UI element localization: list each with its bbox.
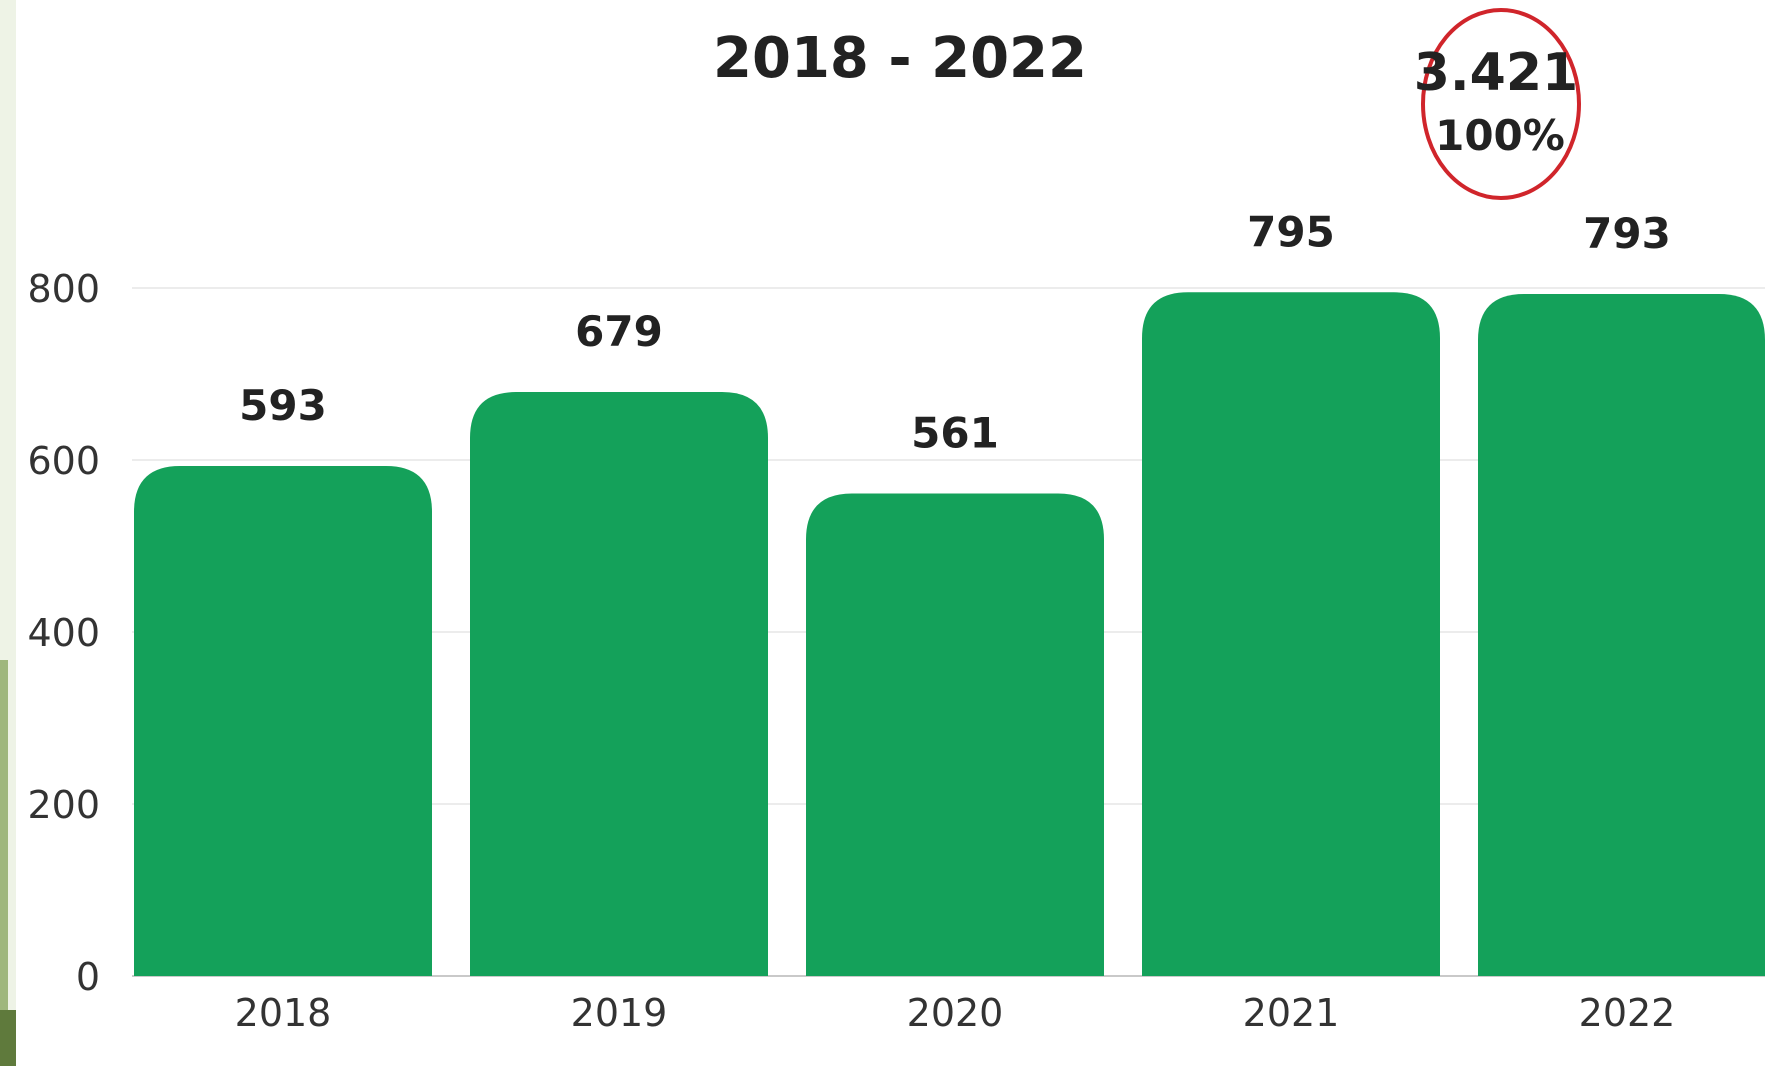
- total-annotation: 3.421 100%: [1414, 8, 1581, 200]
- x-tick-label-2020: 2020: [907, 991, 1004, 1035]
- data-label-2018: 593: [239, 381, 327, 430]
- data-label-2019: 679: [575, 307, 663, 356]
- bar-2019: [470, 392, 768, 976]
- y-tick-label: 200: [27, 783, 100, 827]
- data-label-2022: 793: [1583, 209, 1671, 258]
- annotation-circle: [1421, 8, 1581, 200]
- y-tick-label: 600: [27, 439, 100, 483]
- annotation-percent: 100%: [1435, 111, 1565, 160]
- y-axis-tick-labels: 0 200 400 600 800: [27, 267, 100, 999]
- bar-2020: [806, 493, 1104, 976]
- y-tick-label: 400: [27, 611, 100, 655]
- left-edge-decoration: [0, 0, 16, 1066]
- bar-2021: [1142, 292, 1440, 976]
- x-axis-tick-labels: 2018 2019 2020 2021 2022: [235, 991, 1676, 1035]
- bar-data-labels: 593 679 561 795 793: [239, 207, 1671, 457]
- annotation-total: 3.421: [1414, 43, 1578, 103]
- data-label-2021: 795: [1247, 207, 1335, 256]
- chart-title: 2018 - 2022: [713, 26, 1087, 91]
- x-tick-label-2018: 2018: [235, 991, 332, 1035]
- x-tick-label-2019: 2019: [571, 991, 668, 1035]
- bars: [134, 292, 1765, 976]
- bar-2018: [134, 466, 432, 976]
- data-label-2020: 561: [911, 409, 999, 458]
- x-tick-label-2021: 2021: [1243, 991, 1340, 1035]
- bar-2022: [1478, 294, 1765, 976]
- x-tick-label-2022: 2022: [1579, 991, 1676, 1035]
- y-tick-label: 0: [76, 955, 100, 999]
- y-tick-label: 800: [27, 267, 100, 311]
